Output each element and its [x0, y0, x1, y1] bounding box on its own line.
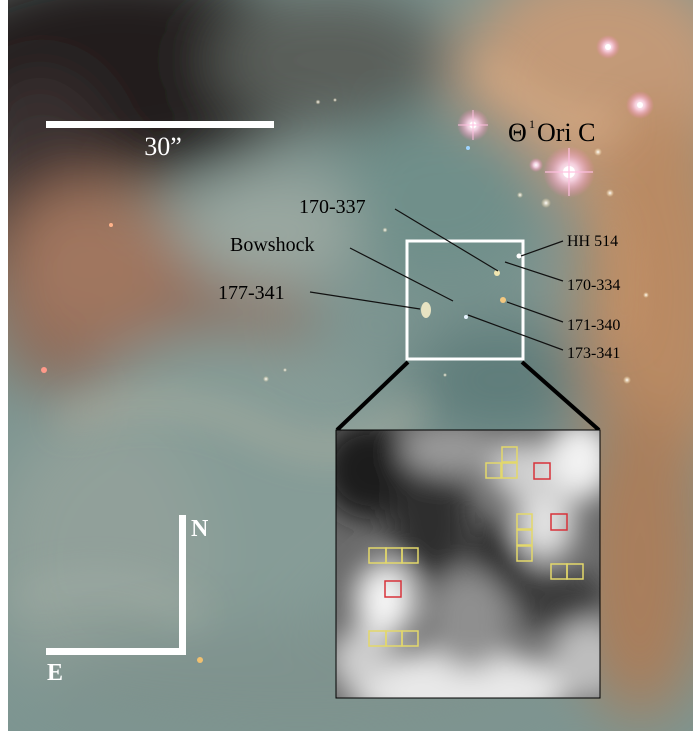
- label-173-341: 173-341: [567, 345, 620, 362]
- cell-yellow: [401, 547, 419, 564]
- leader-lines: [309, 208, 564, 351]
- compass-east-label: E: [47, 660, 63, 686]
- inset-cells-red: [384, 462, 568, 598]
- proplyd-objects: [421, 253, 522, 319]
- scale-bar-label: 30”: [144, 132, 182, 161]
- cell-yellow: [566, 563, 584, 580]
- compass-north-arm: [179, 515, 186, 655]
- cell-red: [533, 462, 551, 480]
- star-label-theta: Θ: [508, 118, 527, 147]
- zoom-connector-right: [520, 360, 601, 432]
- label-170-334: 170-334: [567, 277, 620, 294]
- leader-170-337: [394, 208, 499, 272]
- leader-173-341: [467, 314, 564, 351]
- cell-red: [384, 580, 402, 598]
- scale-bar-line: [46, 121, 274, 128]
- star-label-name: Ori C: [537, 118, 596, 147]
- star-label: Θ 1 Ori C: [508, 117, 596, 147]
- scale-bar: 30”: [46, 121, 274, 161]
- leader-177-341: [309, 291, 421, 310]
- star-label-superscript: 1: [529, 117, 535, 131]
- star-field: [41, 35, 654, 663]
- zoom-connectors: [335, 360, 601, 432]
- cell-yellow: [401, 630, 419, 647]
- cell-red: [550, 513, 568, 531]
- label-170-337: 170-337: [299, 196, 366, 218]
- cell-yellow: [516, 529, 533, 546]
- label-171-340: 171-340: [567, 317, 620, 334]
- compass-east-arm: [46, 648, 186, 655]
- cell-yellow: [516, 513, 533, 530]
- leader-171-340: [506, 301, 564, 323]
- leader-170-334: [504, 261, 564, 282]
- cell-yellow: [485, 462, 502, 479]
- region-box: [405, 239, 525, 361]
- label-hh514: HH 514: [567, 233, 618, 250]
- inset-frame: [335, 429, 601, 699]
- compass-north-label: N: [191, 516, 209, 542]
- compass: N E: [46, 515, 209, 686]
- cell-yellow: [501, 446, 518, 463]
- inset-cells-yellow: [368, 446, 584, 647]
- leader-bowshock: [349, 247, 454, 302]
- leader-hh514: [520, 240, 564, 257]
- label-177-341: 177-341: [218, 282, 285, 304]
- cell-yellow: [516, 545, 533, 562]
- zoom-connector-left: [335, 360, 410, 432]
- object-labels: 170-337 Bowshock 177-341 HH 514 170-334 …: [218, 196, 620, 362]
- label-bowshock: Bowshock: [230, 234, 314, 256]
- cell-yellow: [501, 462, 518, 479]
